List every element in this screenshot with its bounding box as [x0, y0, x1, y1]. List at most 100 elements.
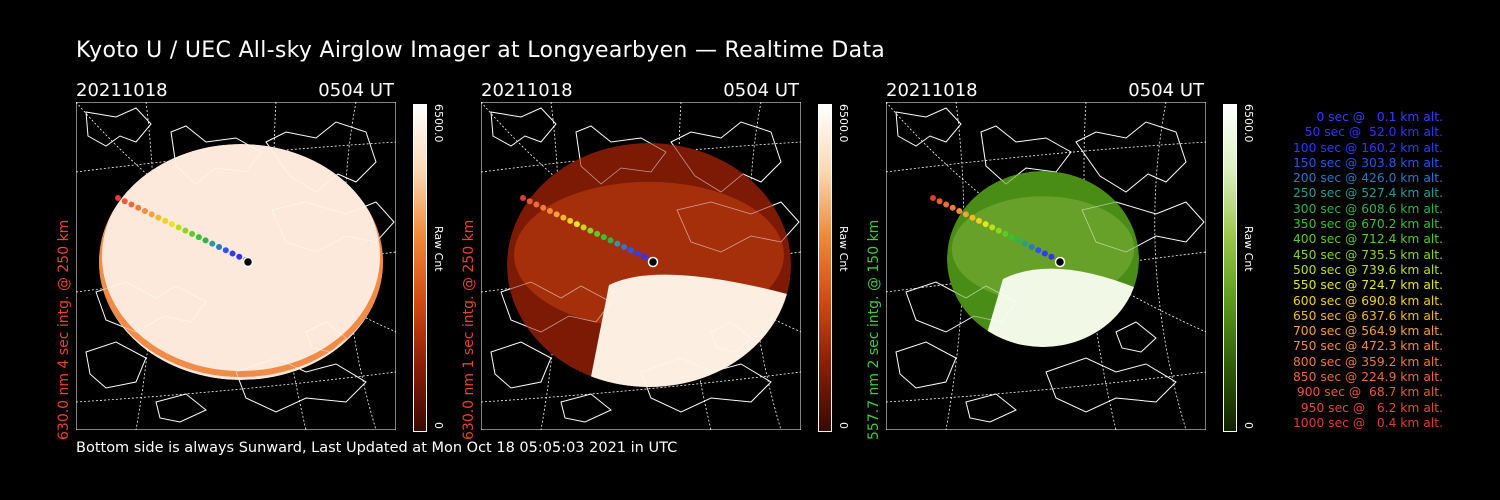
legend-entry: 950 sec @ 6.2 km alt.	[1300, 400, 1443, 415]
trajectory-dot	[930, 195, 936, 201]
legend-entry: 100 sec @ 160.2 km alt.	[1292, 140, 1443, 155]
legend-entry: 600 sec @ 690.8 km alt.	[1292, 293, 1443, 308]
legend-entry: 900 sec @ 68.7 km alt.	[1296, 385, 1443, 400]
trajectory-dot	[115, 195, 121, 201]
legend-entry: 650 sec @ 637.6 km alt.	[1292, 308, 1443, 323]
legend-entry: 350 sec @ 670.2 km alt.	[1292, 217, 1443, 232]
trajectory-dot	[989, 224, 996, 231]
trajectory-dot	[995, 227, 1002, 234]
trajectory-dot	[526, 198, 533, 205]
trajectory-dot	[976, 217, 983, 224]
coastline	[155, 393, 207, 423]
grid-line	[481, 371, 801, 403]
allsky-image	[99, 144, 383, 380]
panel-date: 20211018	[886, 80, 978, 101]
trajectory-dot	[1008, 234, 1015, 241]
trajectory-path	[115, 195, 249, 263]
legend-entry: 300 sec @ 608.6 km alt.	[1292, 201, 1443, 216]
trajectory-path	[520, 195, 654, 263]
legend-entry: 1000 sec @ 0.4 km alt.	[1292, 415, 1443, 430]
trajectory-dot	[209, 240, 216, 247]
trajectory-dot	[121, 198, 128, 205]
coastline	[170, 144, 262, 185]
legend-entry: 450 sec @ 735.5 km alt.	[1292, 247, 1443, 262]
panel-time: 0504 UT	[318, 80, 394, 101]
allsky-image-map	[886, 102, 1206, 430]
trajectory-dot	[573, 221, 580, 228]
legend-entry: 0 sec @ 0.1 km alt.	[1316, 110, 1443, 124]
legend-entry: 150 sec @ 303.8 km alt.	[1292, 155, 1443, 170]
panel-630nm-4sec: 20211018 0504 UT 630.0 nm 4 sec intg. @ …	[56, 80, 456, 440]
trajectory-dot	[168, 221, 175, 228]
trajectory-dot	[236, 253, 243, 260]
allsky-image-map	[481, 102, 801, 430]
grid-line	[76, 371, 396, 403]
colorbar-unit-label: Raw Cnt	[1242, 226, 1255, 272]
panel-630nm-1sec: 20211018 0504 UT 630.0 nm 1 sec intg. @ …	[461, 80, 861, 440]
trajectory-dot	[982, 221, 989, 228]
panel-date: 20211018	[481, 80, 573, 101]
grid-line	[945, 102, 965, 430]
trajectory-dot	[614, 240, 621, 247]
colorbar-max-label: 6500.0	[1242, 104, 1255, 143]
trajectory-dot	[627, 247, 634, 254]
legend-entry: 800 sec @ 359.2 km alt.	[1292, 354, 1443, 369]
footer-note: Bottom side is always Sunward, Last Upda…	[76, 440, 678, 456]
legend-entry: 750 sec @ 472.3 km alt.	[1292, 339, 1443, 354]
colorbar-unit-label: Raw Cnt	[432, 226, 445, 272]
grid-line	[540, 102, 560, 430]
allsky-image	[947, 171, 1139, 347]
trajectory-dot	[202, 237, 209, 244]
trajectory-dot	[520, 195, 526, 201]
panel-557nm-2sec: 20211018 0504 UT 557.7 nm 2 sec intg. @ …	[866, 80, 1266, 440]
trajectory-dot	[162, 217, 169, 224]
legend-entry: 700 sec @ 564.9 km alt.	[1292, 324, 1443, 339]
grid-line	[1083, 102, 1117, 430]
colorbar	[1223, 104, 1237, 432]
trajectory-dot	[222, 247, 229, 254]
trajectory-dot	[607, 237, 614, 244]
panel-wavelength-label: 630.0 nm 1 sec intg. @ 250 km	[461, 219, 477, 440]
legend-entry: 50 sec @ 52.0 km alt.	[1304, 125, 1443, 140]
coastline	[710, 321, 752, 353]
trajectory-dot	[969, 214, 976, 221]
panel-wavelength-label: 630.0 nm 4 sec intg. @ 250 km	[56, 219, 72, 440]
trajectory-dot	[175, 224, 182, 231]
trajectory-dot	[1002, 230, 1009, 237]
legend-entry: 550 sec @ 724.7 km alt.	[1292, 278, 1443, 293]
trajectory-dot	[182, 227, 189, 234]
colorbar	[413, 104, 427, 432]
coastline	[895, 107, 962, 147]
trajectory-dot	[148, 211, 155, 218]
panel-time: 0504 UT	[1128, 80, 1204, 101]
colorbar-unit-label: Raw Cnt	[837, 226, 850, 272]
grid-line	[273, 102, 307, 430]
coastline	[1075, 121, 1187, 193]
station-marker	[242, 256, 254, 268]
trajectory-dot	[553, 211, 560, 218]
trajectory-dot	[1028, 243, 1035, 250]
page-title: Kyoto U / UEC All-sky Airglow Imager at …	[76, 38, 886, 63]
trajectory-dot	[567, 217, 574, 224]
grid-line	[886, 141, 1206, 173]
coastline	[490, 107, 557, 147]
trajectory-dot	[594, 230, 601, 237]
coastline	[560, 393, 612, 423]
panel-date: 20211018	[76, 80, 168, 101]
trajectory-dot	[1015, 237, 1022, 244]
coastline	[980, 125, 1072, 185]
trajectory-dot	[936, 198, 943, 205]
trajectory-dot	[634, 250, 641, 257]
legend-entry: 250 sec @ 527.4 km alt.	[1292, 186, 1443, 201]
coastline	[895, 341, 957, 389]
station-marker	[1054, 256, 1066, 268]
trajectory-legend: 0 sec @ 0.1 km alt. 50 sec @ 52.0 km alt.…	[1293, 110, 1443, 431]
trajectory-dot	[540, 204, 547, 211]
trajectory-dot	[1022, 240, 1029, 247]
trajectory-dot	[600, 234, 607, 241]
trajectory-dot	[949, 204, 956, 211]
trajectory-dot	[128, 201, 135, 208]
trajectory-dot	[962, 211, 969, 218]
trajectory-dot	[141, 208, 148, 215]
coastline	[235, 357, 367, 380]
